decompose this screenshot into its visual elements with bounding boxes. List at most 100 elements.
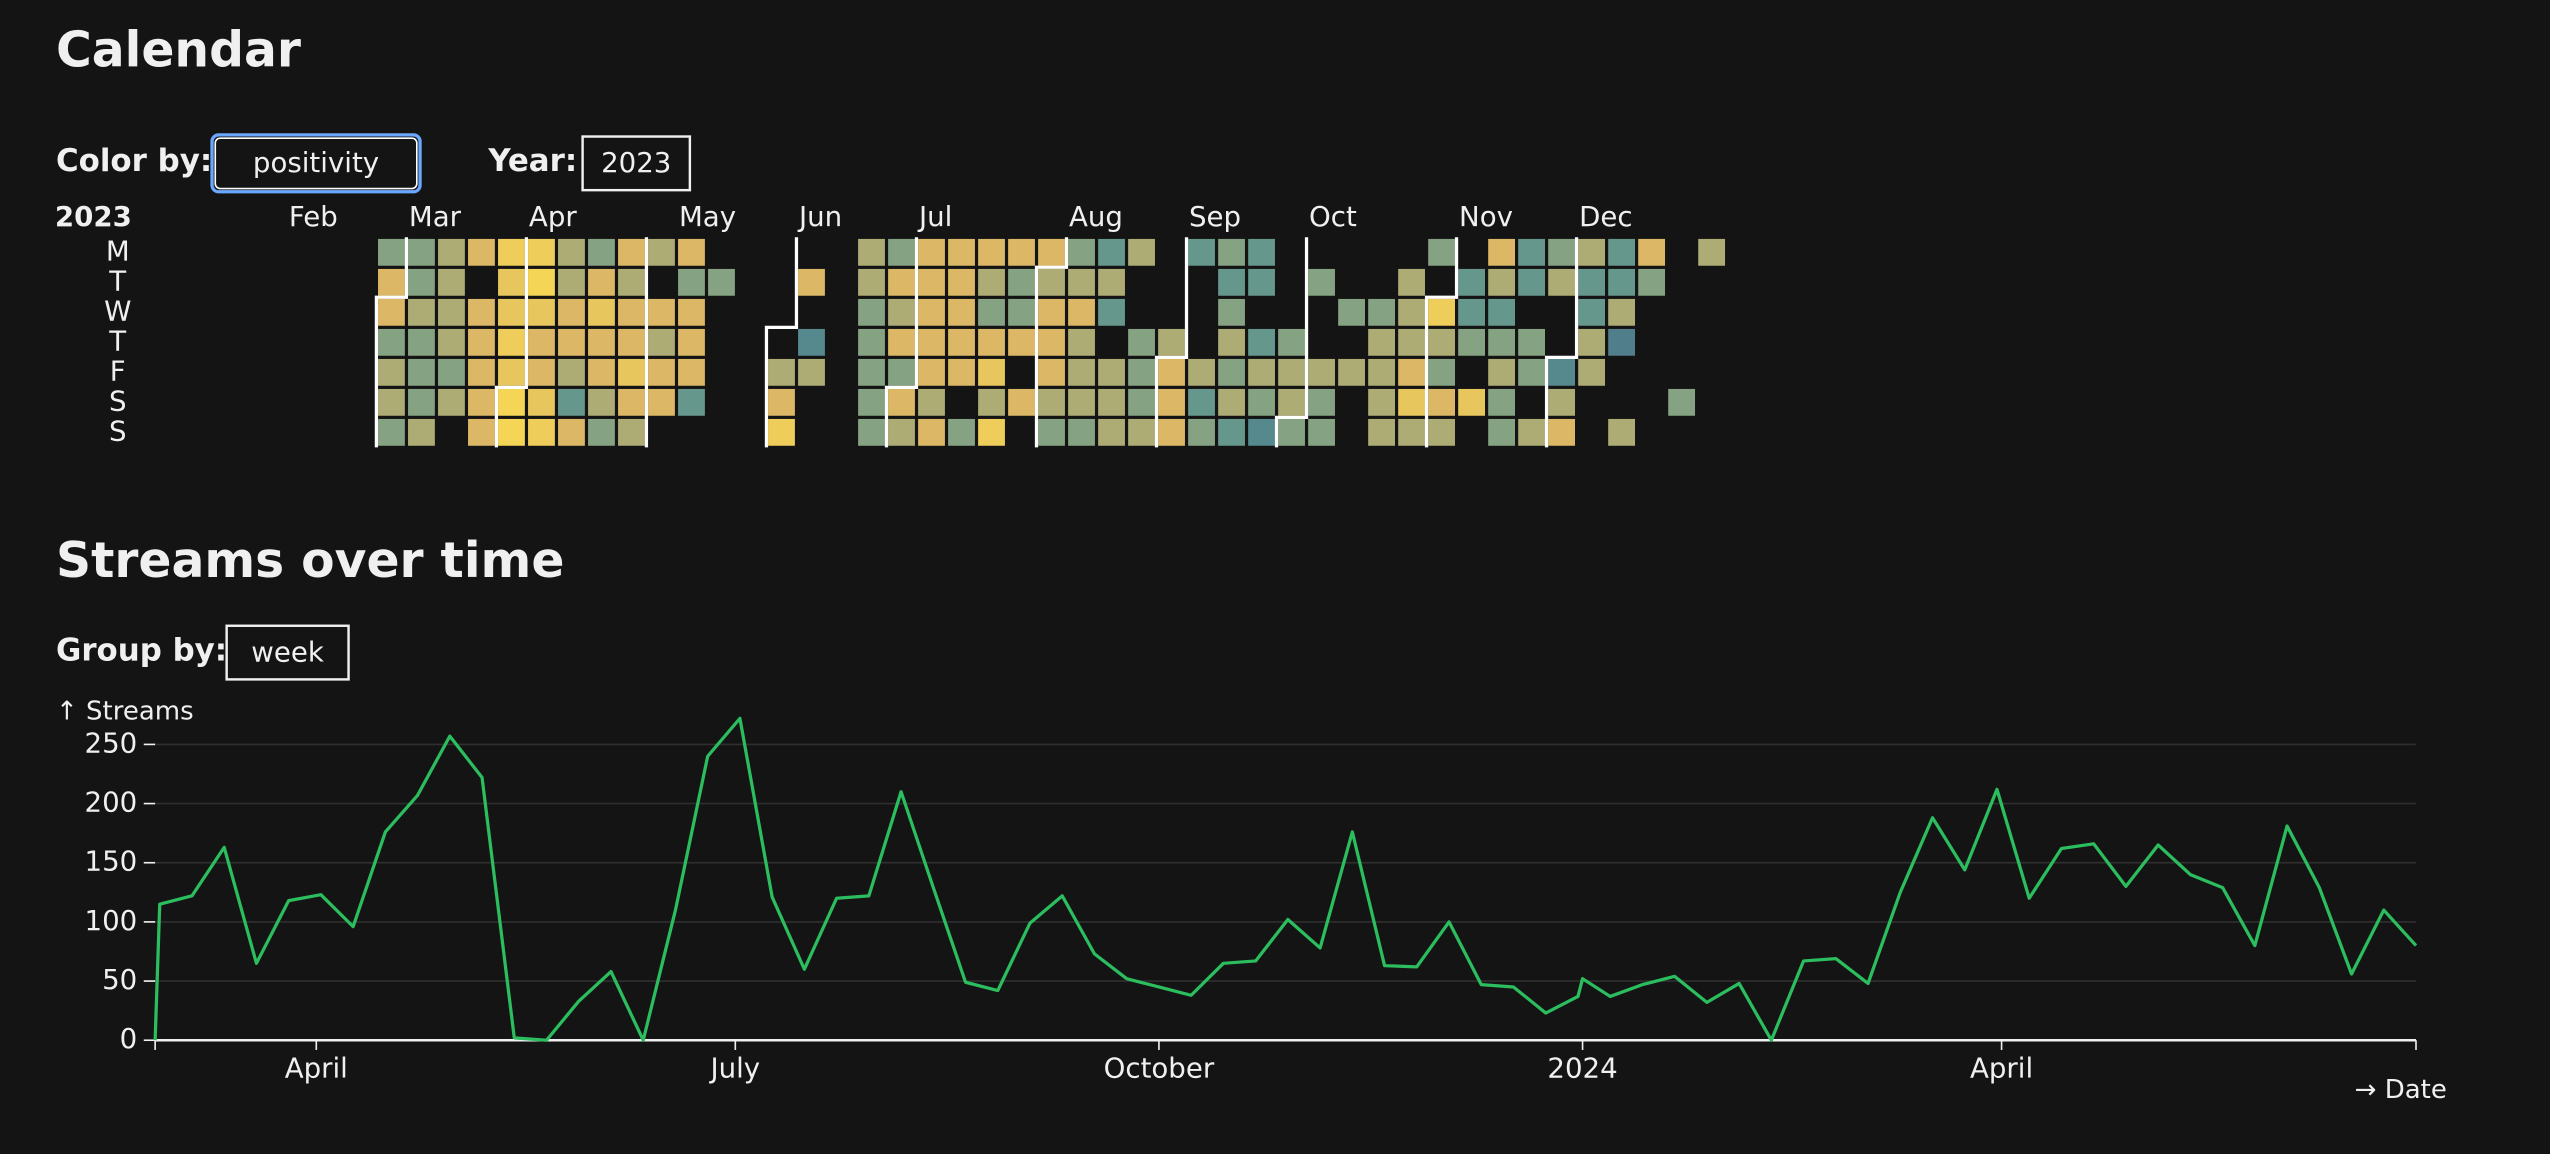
day-cell [1398, 418, 1425, 446]
day-cell [1038, 268, 1065, 296]
day-cell [948, 298, 975, 326]
color-by-select[interactable] [210, 133, 422, 194]
group-by-select[interactable] [225, 624, 350, 681]
day-cell [618, 268, 645, 296]
weekday-label: T [108, 324, 126, 357]
day-cell [1218, 298, 1245, 326]
month-boundary [884, 237, 919, 448]
day-cell [498, 328, 525, 356]
day-cell [858, 388, 885, 416]
day-cell [438, 238, 465, 266]
streams-line [153, 716, 2418, 1042]
day-cell [588, 238, 615, 266]
day-cell [498, 388, 525, 416]
day-cell [918, 328, 945, 356]
day-cell [468, 238, 495, 266]
day-cell [1188, 418, 1215, 446]
color-by-value[interactable]: positivity [253, 146, 379, 179]
day-cell [918, 298, 945, 326]
y-tick-label: 150 [85, 845, 138, 878]
day-cell [1188, 358, 1215, 386]
day-cell [528, 298, 555, 326]
y-tick-label: 0 [120, 1022, 138, 1055]
day-cell [1368, 328, 1395, 356]
day-cell [1698, 238, 1726, 266]
day-cell [588, 358, 615, 386]
day-cell [948, 358, 975, 386]
day-cell [918, 358, 945, 386]
day-cell [528, 238, 555, 266]
day-cell [1068, 238, 1095, 266]
day-cell [1218, 418, 1245, 446]
day-cell [588, 388, 615, 416]
day-cell [1548, 238, 1576, 266]
day-cell [678, 388, 705, 416]
day-cell [1518, 328, 1546, 356]
day-cell [678, 298, 705, 326]
day-cell [1548, 358, 1576, 386]
day-cell [408, 358, 435, 386]
day-cell [618, 238, 645, 266]
day-cell [888, 238, 915, 266]
group-by-label: Group by: [56, 632, 227, 668]
day-cell [378, 328, 405, 356]
day-cell [1488, 268, 1515, 296]
day-cell [1338, 358, 1365, 386]
x-tick-label: April [1970, 1051, 2033, 1084]
day-cell [1128, 328, 1155, 356]
day-cell [768, 388, 795, 416]
day-cell [978, 388, 1005, 416]
day-cell [978, 418, 1005, 446]
day-cell [798, 328, 825, 356]
day-cell [1428, 298, 1455, 326]
day-cell [1668, 388, 1696, 416]
day-cell [558, 358, 585, 386]
y-axis-label: ↑ Streams [56, 696, 194, 726]
day-cell [1008, 268, 1035, 296]
day-cell [1218, 388, 1245, 416]
day-cell [918, 238, 945, 266]
day-cell [678, 238, 705, 266]
year-value[interactable]: 2023 [601, 146, 671, 179]
day-cell [528, 328, 555, 356]
day-cell [558, 268, 585, 296]
month-label: Mar [409, 200, 462, 233]
y-tick-label: 250 [85, 726, 138, 759]
day-cell [648, 388, 675, 416]
month-label: Nov [1459, 200, 1513, 233]
day-cell [408, 328, 435, 356]
day-cell [528, 358, 555, 386]
day-cell [978, 268, 1005, 296]
day-cell [948, 268, 975, 296]
day-cell [1158, 358, 1185, 386]
day-cell [1398, 328, 1425, 356]
weekday-label: S [109, 414, 127, 447]
month-boundary [1154, 237, 1189, 448]
year-select[interactable] [581, 135, 692, 192]
month-label: Sep [1189, 200, 1241, 233]
day-cell [498, 418, 525, 446]
day-cell [1158, 328, 1185, 356]
day-cell [1578, 268, 1606, 296]
x-tick-label: April [285, 1051, 348, 1084]
day-cell [798, 358, 825, 386]
day-cell [1368, 298, 1395, 326]
day-cell [1068, 418, 1095, 446]
day-cell [1008, 238, 1035, 266]
day-cell [918, 388, 945, 416]
day-cell [978, 328, 1005, 356]
day-cell [1488, 298, 1515, 326]
day-cell [948, 328, 975, 356]
group-by-value[interactable]: week [251, 635, 324, 668]
day-cell [1608, 298, 1636, 326]
day-cell [678, 268, 705, 296]
day-cell [1038, 328, 1065, 356]
day-cell [1548, 268, 1576, 296]
day-cell [1458, 268, 1485, 296]
day-cell [1428, 388, 1455, 416]
x-tick-label: October [1104, 1051, 1215, 1084]
day-cell [408, 388, 435, 416]
day-cell [1518, 358, 1546, 386]
